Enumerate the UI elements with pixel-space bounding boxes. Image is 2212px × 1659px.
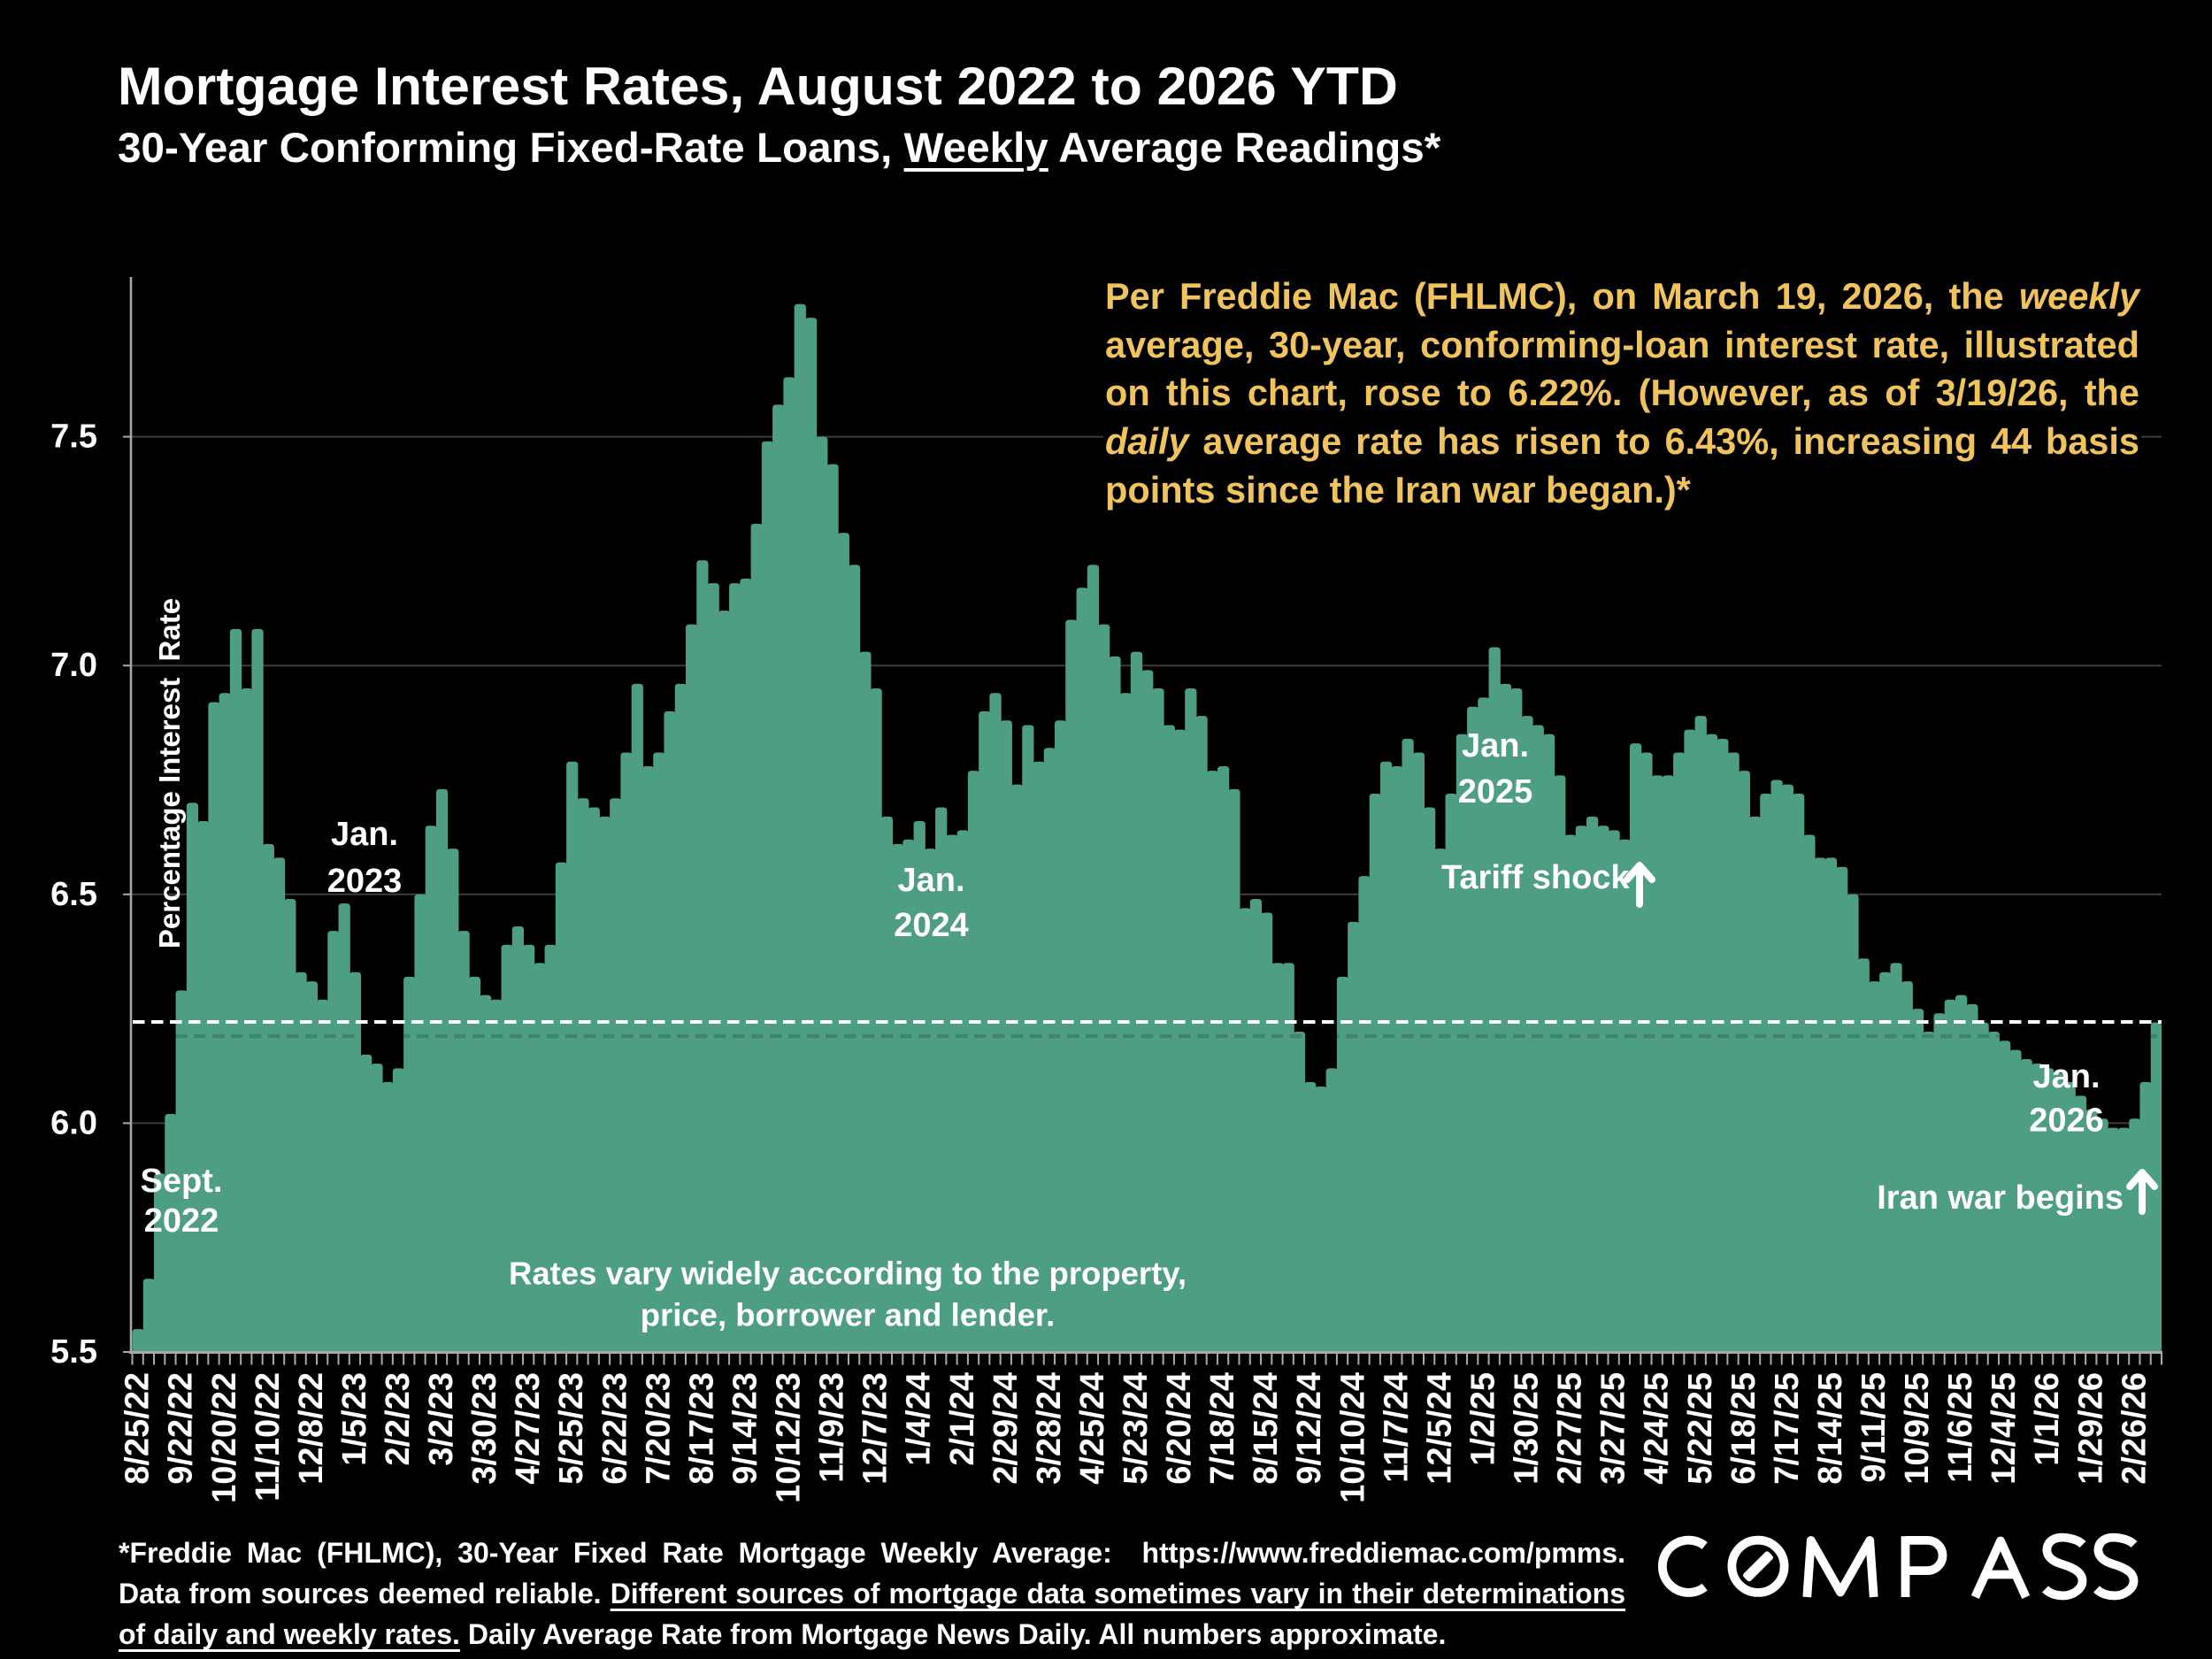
svg-text:9/11/25: 9/11/25	[1855, 1372, 1893, 1483]
svg-text:12/7/23: 12/7/23	[857, 1372, 895, 1485]
svg-text:3/28/24: 3/28/24	[1031, 1372, 1068, 1485]
svg-text:Jan.: Jan.	[2032, 1058, 2100, 1095]
svg-text:10/20/22: 10/20/22	[206, 1372, 243, 1503]
svg-text:6/18/25: 6/18/25	[1725, 1372, 1763, 1485]
svg-text:2/26/26: 2/26/26	[2116, 1372, 2153, 1485]
svg-text:2/27/25: 2/27/25	[1552, 1372, 1589, 1485]
svg-text:5/25/23: 5/25/23	[553, 1372, 590, 1485]
svg-text:1/1/26: 1/1/26	[2029, 1372, 2066, 1466]
svg-text:3/27/25: 3/27/25	[1595, 1372, 1632, 1485]
svg-text:7.5: 7.5	[50, 419, 97, 456]
svg-text:2026: 2026	[2029, 1102, 2104, 1140]
svg-text:1/29/26: 1/29/26	[2072, 1372, 2109, 1485]
svg-text:11/9/23: 11/9/23	[814, 1372, 851, 1483]
svg-text:7/18/24: 7/18/24	[1204, 1372, 1241, 1485]
svg-text:9/14/23: 9/14/23	[726, 1372, 764, 1485]
svg-text:price, borrower and lender.: price, borrower and lender.	[641, 1297, 1056, 1333]
svg-text:7.0: 7.0	[50, 647, 97, 684]
svg-text:Jan.: Jan.	[331, 816, 398, 853]
svg-text:2/1/24: 2/1/24	[944, 1372, 981, 1466]
svg-text:6.5: 6.5	[50, 876, 97, 913]
svg-text:Jan.: Jan.	[1462, 727, 1529, 764]
svg-text:10/9/25: 10/9/25	[1899, 1372, 1936, 1485]
svg-text:9/22/22: 9/22/22	[163, 1372, 200, 1485]
svg-text:2/29/24: 2/29/24	[987, 1372, 1025, 1485]
svg-text:2/2/23: 2/2/23	[380, 1372, 417, 1466]
svg-text:5/23/24: 5/23/24	[1118, 1372, 1155, 1485]
svg-text:5.5: 5.5	[50, 1333, 97, 1371]
svg-text:12/8/22: 12/8/22	[293, 1372, 330, 1485]
svg-text:8/14/25: 8/14/25	[1812, 1372, 1849, 1485]
svg-text:7/17/25: 7/17/25	[1769, 1372, 1806, 1485]
svg-text:8/25/22: 8/25/22	[119, 1372, 157, 1485]
svg-text:1/5/23: 1/5/23	[336, 1372, 373, 1466]
svg-text:1/2/25: 1/2/25	[1464, 1372, 1502, 1466]
svg-text:5/22/25: 5/22/25	[1682, 1372, 1719, 1485]
svg-text:4/25/24: 4/25/24	[1074, 1372, 1111, 1485]
svg-text:11/6/25: 11/6/25	[1942, 1372, 1979, 1483]
svg-text:3/2/23: 3/2/23	[423, 1372, 460, 1466]
svg-text:11/10/22: 11/10/22	[250, 1372, 287, 1502]
svg-text:6.0: 6.0	[50, 1104, 97, 1141]
svg-text:4/27/23: 4/27/23	[510, 1372, 547, 1485]
svg-text:Rates vary widely according to: Rates vary widely according to the prope…	[509, 1256, 1187, 1292]
svg-text:12/5/24: 12/5/24	[1421, 1372, 1458, 1485]
svg-text:1/4/24: 1/4/24	[901, 1372, 938, 1466]
svg-text:3/30/23: 3/30/23	[466, 1372, 503, 1485]
svg-text:8/15/24: 8/15/24	[1248, 1372, 1285, 1485]
svg-text:Jan.: Jan.	[897, 862, 964, 899]
svg-text:Sept.: Sept.	[141, 1163, 223, 1200]
svg-text:1/30/25: 1/30/25	[1509, 1372, 1546, 1485]
svg-text:10/10/24: 10/10/24	[1334, 1372, 1371, 1503]
svg-text:10/12/23: 10/12/23	[771, 1372, 808, 1503]
svg-text:4/24/25: 4/24/25	[1639, 1372, 1676, 1485]
svg-text:7/20/23: 7/20/23	[640, 1372, 677, 1485]
svg-text:8/17/23: 8/17/23	[683, 1372, 720, 1485]
svg-text:2025: 2025	[1458, 773, 1533, 810]
svg-text:11/7/24: 11/7/24	[1378, 1372, 1415, 1483]
svg-text:Percentage Interest Rate: Percentage Interest Rate	[153, 598, 186, 949]
svg-text:2023: 2023	[327, 863, 403, 900]
svg-text:12/4/25: 12/4/25	[1985, 1372, 2023, 1485]
svg-text:Tariff shock: Tariff shock	[1441, 859, 1630, 896]
svg-text:6/22/23: 6/22/23	[596, 1372, 634, 1485]
svg-text:Iran war begins: Iran war begins	[1877, 1179, 2124, 1217]
svg-text:2022: 2022	[144, 1202, 219, 1240]
svg-text:9/12/24: 9/12/24	[1291, 1372, 1328, 1485]
svg-text:6/20/24: 6/20/24	[1161, 1372, 1198, 1485]
svg-text:2024: 2024	[894, 907, 969, 944]
